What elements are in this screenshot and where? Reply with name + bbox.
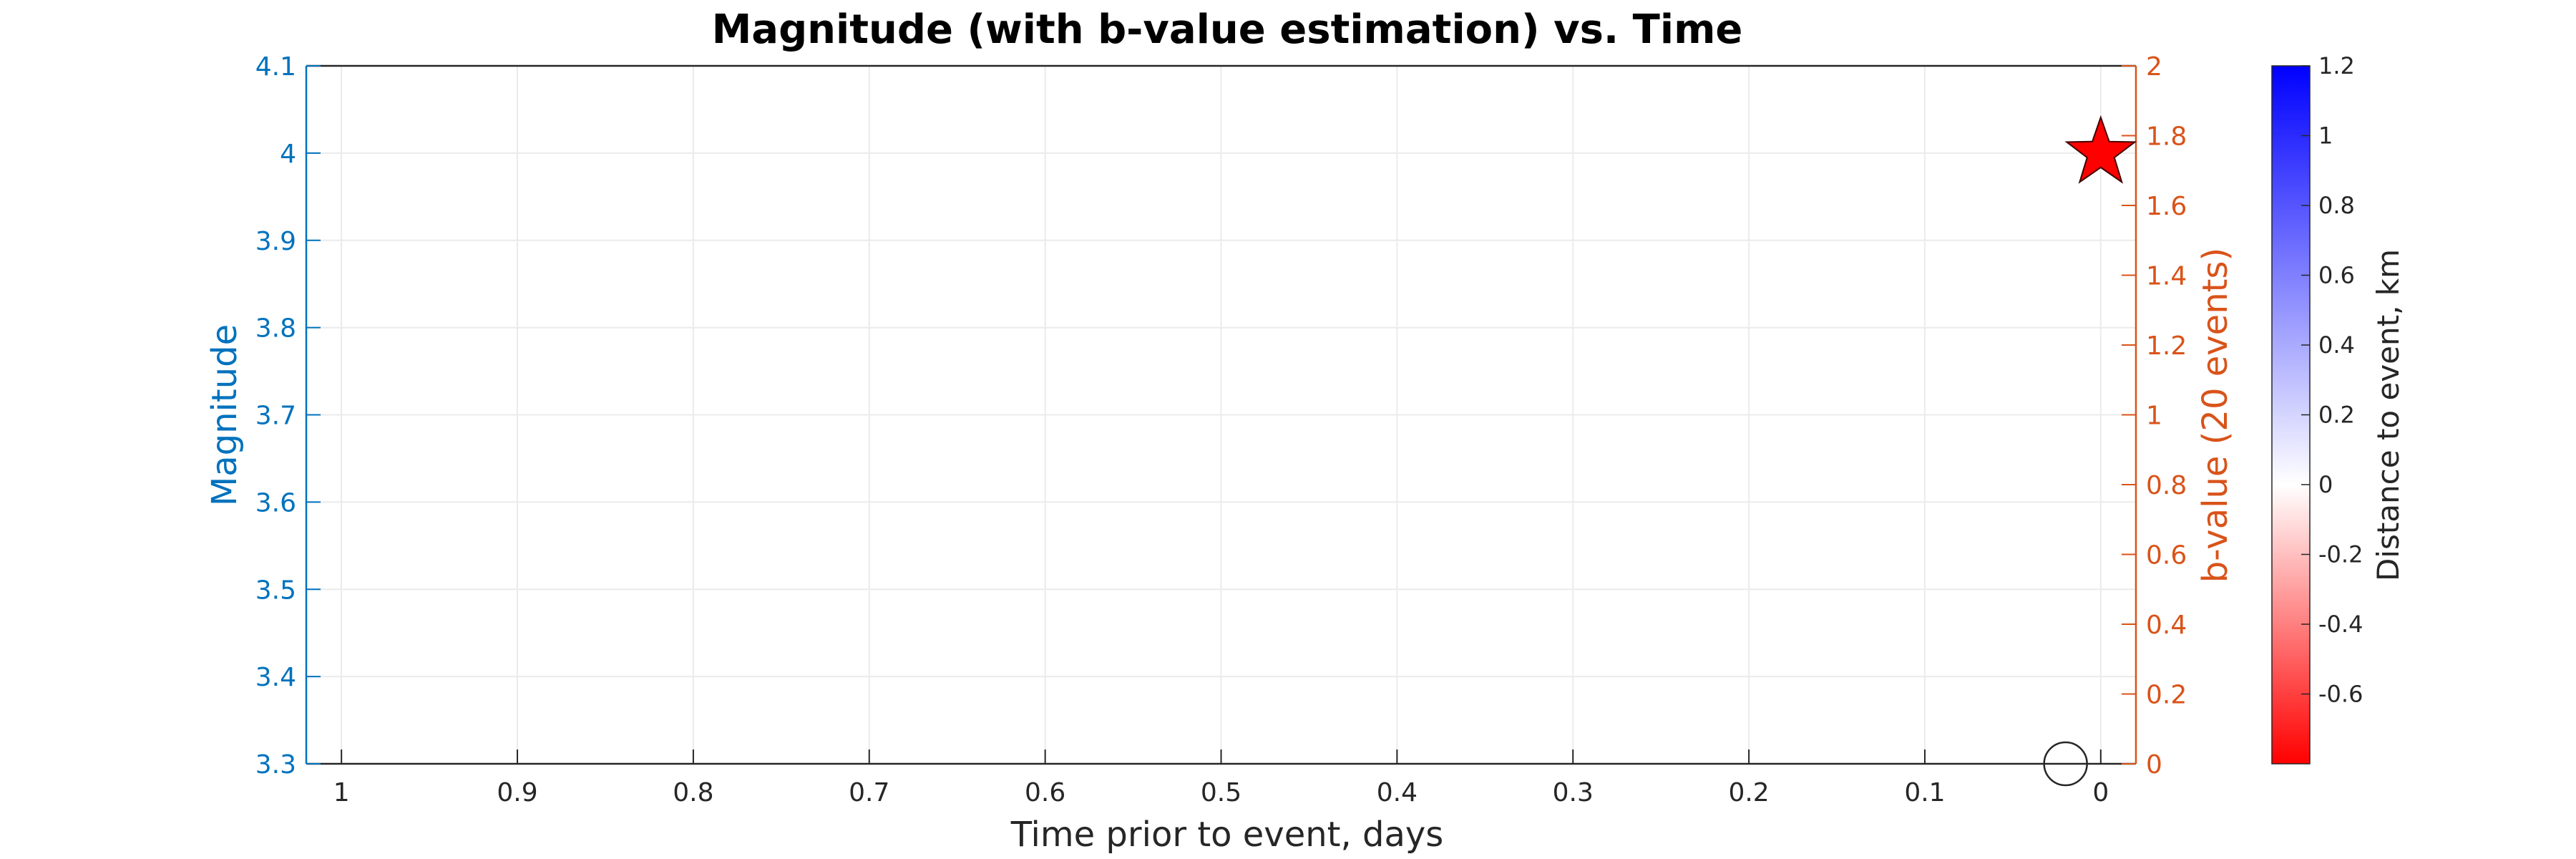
left-y-tick-label: 3.9 — [255, 227, 296, 256]
x-tick-label: 0.8 — [673, 778, 713, 807]
x-tick-label: 0.4 — [1377, 778, 1418, 807]
right-y-tick-label: 1.6 — [2146, 192, 2187, 221]
x-tick-label: 0.3 — [1553, 778, 1594, 807]
plot-markers — [2043, 115, 2137, 787]
colorbar-tick-label: -0.2 — [2318, 541, 2363, 568]
colorbar-tick-label: 1 — [2318, 122, 2333, 150]
left-y-tick-label: 4.1 — [255, 52, 296, 82]
x-axis-label: Time prior to event, days — [1010, 815, 1444, 855]
x-tick-label: 0.7 — [849, 778, 889, 807]
right-y-axis: 0 0.2 0.4 0.6 0.8 1 1.2 1.4 1.6 1.8 2 — [2122, 52, 2187, 780]
x-tick-label: 0 — [2092, 778, 2109, 807]
x-tick-label: 0.9 — [497, 778, 537, 807]
left-y-tick-label: 3.5 — [255, 576, 296, 605]
x-tick-label: 1 — [333, 778, 350, 807]
left-y-tick-label: 4 — [280, 140, 296, 169]
right-y-tick-label: 0.2 — [2146, 681, 2187, 710]
colorbar-tick-label: 0.6 — [2318, 262, 2355, 289]
x-tick-label: 0.1 — [1904, 778, 1945, 807]
right-y-tick-label: 0 — [2146, 750, 2162, 780]
right-y-tick-label: 0.6 — [2146, 541, 2187, 571]
right-y-tick-label: 1.8 — [2146, 122, 2187, 152]
left-y-axis-label: Magnitude — [205, 324, 245, 506]
right-y-tick-label: 1.2 — [2146, 331, 2187, 361]
colorbar-tick-label: 1.2 — [2318, 52, 2355, 79]
right-y-tick-label: 2 — [2146, 52, 2162, 82]
x-tick-label: 0.2 — [1728, 778, 1769, 807]
colorbar-tick-label: -0.4 — [2318, 611, 2363, 638]
left-y-axis: 3.3 3.4 3.5 3.6 3.7 3.8 3.9 4 4.1 — [255, 52, 321, 780]
left-y-tick-label: 3.3 — [255, 750, 296, 780]
colorbar-tick-label: 0.4 — [2318, 331, 2355, 359]
left-y-tick-label: 3.6 — [255, 488, 296, 518]
colorbar: -0.6 -0.4 -0.2 0 0.2 0.4 0.6 0.8 1 1.2 — [2271, 52, 2363, 765]
left-y-tick-label: 3.8 — [255, 314, 296, 344]
right-y-tick-label: 1 — [2146, 402, 2162, 431]
colorbar-tick-label: -0.6 — [2318, 681, 2363, 708]
colorbar-tick-label: 0.8 — [2318, 192, 2355, 219]
right-y-axis-label: b-value (20 events) — [2195, 248, 2235, 583]
colorbar-tick-label: 0.2 — [2318, 402, 2355, 429]
grid-lines — [306, 65, 2136, 765]
x-tick-label: 0.6 — [1025, 778, 1065, 807]
bvalue-point — [2043, 741, 2088, 787]
left-y-tick-label: 3.7 — [255, 402, 296, 431]
x-axis: 1 0.9 0.8 0.7 0.6 0.5 0.4 0.3 0.2 0.1 0 — [306, 64, 2136, 807]
mainshock-star — [2064, 115, 2137, 184]
x-tick-label: 0.5 — [1201, 778, 1241, 807]
left-y-tick-label: 3.4 — [255, 663, 296, 692]
right-y-tick-label: 1.4 — [2146, 262, 2187, 291]
chart-title: Magnitude (with b-value estimation) vs. … — [712, 6, 1743, 53]
right-y-tick-label: 0.8 — [2146, 471, 2187, 500]
colorbar-tick-label: 0 — [2318, 471, 2333, 498]
right-y-tick-label: 0.4 — [2146, 611, 2187, 640]
colorbar-label: Distance to event, km — [2371, 249, 2406, 581]
